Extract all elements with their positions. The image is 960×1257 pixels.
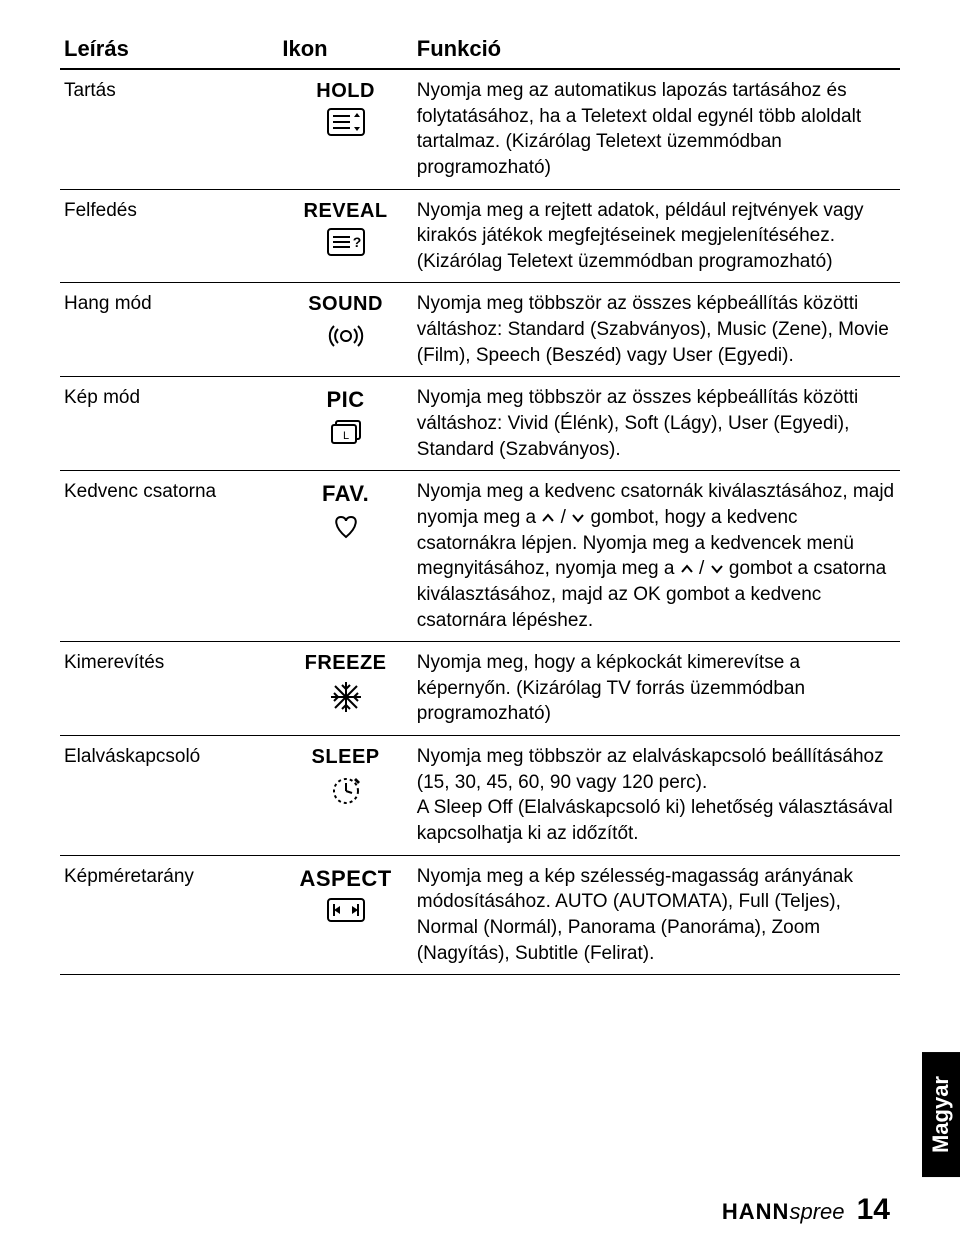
header-desc: Leírás xyxy=(60,30,278,69)
table-row: KimerevítésFREEZENyomja meg, hogy a képk… xyxy=(60,642,900,736)
icon-label: PIC xyxy=(282,385,408,415)
table-row: TartásHOLDNyomja meg az automatikus lapo… xyxy=(60,69,900,189)
svg-text:?: ? xyxy=(352,234,361,250)
icon-cell: REVEAL? xyxy=(278,189,412,283)
footer-brand: HANNspree 14 xyxy=(722,1193,890,1227)
freeze-icon xyxy=(328,679,364,715)
desc-cell: Kép mód xyxy=(60,377,278,471)
table-row: Hang módSOUNDNyomja meg többször az össz… xyxy=(60,283,900,377)
icon-label: HOLD xyxy=(282,78,408,105)
aspect-icon xyxy=(324,895,368,925)
func-cell: Nyomja meg többször az összes képbeállít… xyxy=(413,283,900,377)
table-row: ElalváskapcsolóSLEEPNyomja meg többször … xyxy=(60,736,900,856)
desc-cell: Kimerevítés xyxy=(60,642,278,736)
svg-text:L: L xyxy=(343,430,349,442)
func-cell: Nyomja meg többször az elalváskapcsoló b… xyxy=(413,736,900,856)
sleep-icon xyxy=(328,773,364,809)
brand-part2: spree xyxy=(789,1199,844,1224)
func-cell: Nyomja meg a kép szélesség-magasság arán… xyxy=(413,855,900,975)
language-tab: Magyar xyxy=(922,1052,960,1177)
icon-label: FREEZE xyxy=(282,650,408,677)
table-row: KépméretarányASPECTNyomja meg a kép szél… xyxy=(60,855,900,975)
reveal-icon: ? xyxy=(326,227,366,257)
table-row: Kedvenc csatornaFAV.Nyomja meg a kedvenc… xyxy=(60,471,900,642)
icon-label: SOUND xyxy=(282,291,408,318)
icon-cell: FREEZE xyxy=(278,642,412,736)
icon-label: ASPECT xyxy=(282,864,408,894)
down-arrow-icon xyxy=(710,563,724,575)
icon-label: REVEAL xyxy=(282,198,408,225)
fav-icon xyxy=(328,511,364,541)
header-icon: Ikon xyxy=(278,30,412,69)
icon-cell: FAV. xyxy=(278,471,412,642)
sound-icon xyxy=(324,320,368,352)
brand-part1: HANN xyxy=(722,1199,790,1224)
page-number: 14 xyxy=(857,1193,890,1226)
desc-cell: Képméretarány xyxy=(60,855,278,975)
icon-cell: SOUND xyxy=(278,283,412,377)
header-func: Funkció xyxy=(413,30,900,69)
icon-cell: HOLD xyxy=(278,69,412,189)
table-row: Kép módPIC L Nyomja meg többször az összes… xyxy=(60,377,900,471)
desc-cell: Hang mód xyxy=(60,283,278,377)
down-arrow-icon xyxy=(571,512,585,524)
icon-cell: ASPECT xyxy=(278,855,412,975)
desc-cell: Elalváskapcsoló xyxy=(60,736,278,856)
function-table: Leírás Ikon Funkció TartásHOLDNyomja meg… xyxy=(60,30,900,975)
desc-cell: Felfedés xyxy=(60,189,278,283)
pic-icon: L xyxy=(326,417,366,449)
table-row: FelfedésREVEAL?Nyomja meg a rejtett adat… xyxy=(60,189,900,283)
up-arrow-icon xyxy=(680,563,694,575)
icon-cell: PIC L xyxy=(278,377,412,471)
desc-cell: Tartás xyxy=(60,69,278,189)
icon-label: SLEEP xyxy=(282,744,408,771)
icon-label: FAV. xyxy=(282,479,408,509)
func-cell: Nyomja meg a rejtett adatok, például rej… xyxy=(413,189,900,283)
func-cell: Nyomja meg a kedvenc csatornák kiválaszt… xyxy=(413,471,900,642)
func-cell: Nyomja meg, hogy a képkockát kimerevítse… xyxy=(413,642,900,736)
up-arrow-icon xyxy=(541,512,555,524)
func-cell: Nyomja meg többször az összes képbeállít… xyxy=(413,377,900,471)
page-content: Leírás Ikon Funkció TartásHOLDNyomja meg… xyxy=(0,0,960,1005)
func-cell: Nyomja meg az automatikus lapozás tartás… xyxy=(413,69,900,189)
hold-icon xyxy=(326,107,366,137)
icon-cell: SLEEP xyxy=(278,736,412,856)
desc-cell: Kedvenc csatorna xyxy=(60,471,278,642)
